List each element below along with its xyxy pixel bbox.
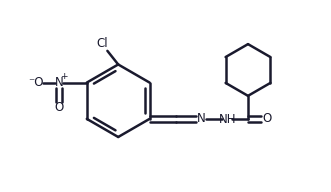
Text: +: +	[60, 72, 68, 81]
Text: N: N	[197, 112, 206, 125]
Text: NH: NH	[218, 113, 236, 126]
Text: N: N	[55, 76, 64, 89]
Text: O: O	[262, 112, 271, 125]
Text: O: O	[54, 101, 64, 114]
Text: ⁻O: ⁻O	[28, 76, 44, 89]
Text: Cl: Cl	[96, 37, 108, 50]
